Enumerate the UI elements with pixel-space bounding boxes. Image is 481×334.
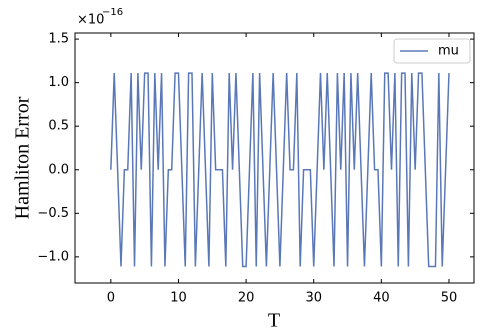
y-tick-label: 0.5 [48, 119, 69, 134]
x-tick-label: 20 [238, 291, 255, 306]
y-tick-label: 1.5 [48, 32, 69, 47]
legend-label: mu [438, 44, 459, 59]
legend-box [393, 38, 471, 64]
x-tick-label: 40 [373, 291, 390, 306]
series-line [110, 72, 450, 268]
x-tick-label: 30 [305, 291, 322, 306]
x-tick-label: 0 [107, 291, 115, 306]
y-tick-label: 1.0 [48, 75, 69, 90]
y-axis-label: Hamliton Error [12, 96, 34, 219]
y-offset-exponent: −16 [102, 7, 123, 18]
y-tick-label: 0.0 [48, 162, 69, 177]
x-tick-label: 50 [441, 291, 458, 306]
y-tick-label: −1.0 [37, 249, 69, 264]
y-offset-base: ×10 [77, 13, 104, 28]
x-tick-label: 10 [170, 291, 187, 306]
plot-frame [74, 32, 475, 284]
x-axis-label: T [268, 310, 280, 332]
y-tick-label: −0.5 [37, 206, 69, 221]
